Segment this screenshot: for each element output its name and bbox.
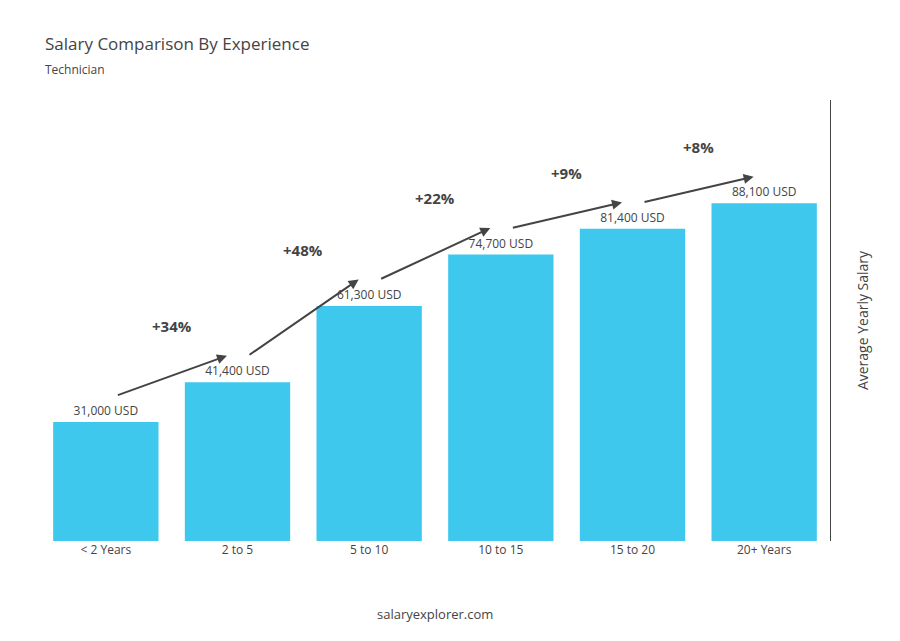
- svg-text:+48%: +48%: [283, 240, 323, 260]
- svg-text:74,700 USD: 74,700 USD: [469, 235, 534, 252]
- svg-text:+9%: +9%: [551, 163, 582, 183]
- svg-text:Average Yearly Salary: Average Yearly Salary: [853, 250, 872, 390]
- svg-text:10 to 15: 10 to 15: [478, 541, 523, 558]
- svg-text:20+ Years: 20+ Years: [737, 541, 792, 558]
- svg-text:5 to 10: 5 to 10: [350, 541, 388, 558]
- svg-text:+8%: +8%: [683, 137, 714, 157]
- svg-text:+22%: +22%: [415, 188, 455, 208]
- svg-text:< 2 Years: < 2 Years: [80, 541, 131, 558]
- svg-text:Salary Comparison By Experienc: Salary Comparison By Experience: [45, 32, 309, 55]
- svg-text:88,100 USD: 88,100 USD: [732, 183, 797, 200]
- svg-text:salaryexplorer.com: salaryexplorer.com: [377, 605, 493, 623]
- svg-text:31,000 USD: 31,000 USD: [74, 402, 139, 419]
- svg-text:Technician: Technician: [45, 61, 105, 78]
- svg-text:41,400 USD: 41,400 USD: [205, 362, 270, 379]
- svg-text:+34%: +34%: [152, 316, 192, 336]
- svg-text:15 to 20: 15 to 20: [610, 541, 655, 558]
- svg-text:61,300 USD: 61,300 USD: [337, 286, 402, 303]
- svg-text:81,400 USD: 81,400 USD: [600, 209, 665, 226]
- svg-text:2 to 5: 2 to 5: [222, 541, 254, 558]
